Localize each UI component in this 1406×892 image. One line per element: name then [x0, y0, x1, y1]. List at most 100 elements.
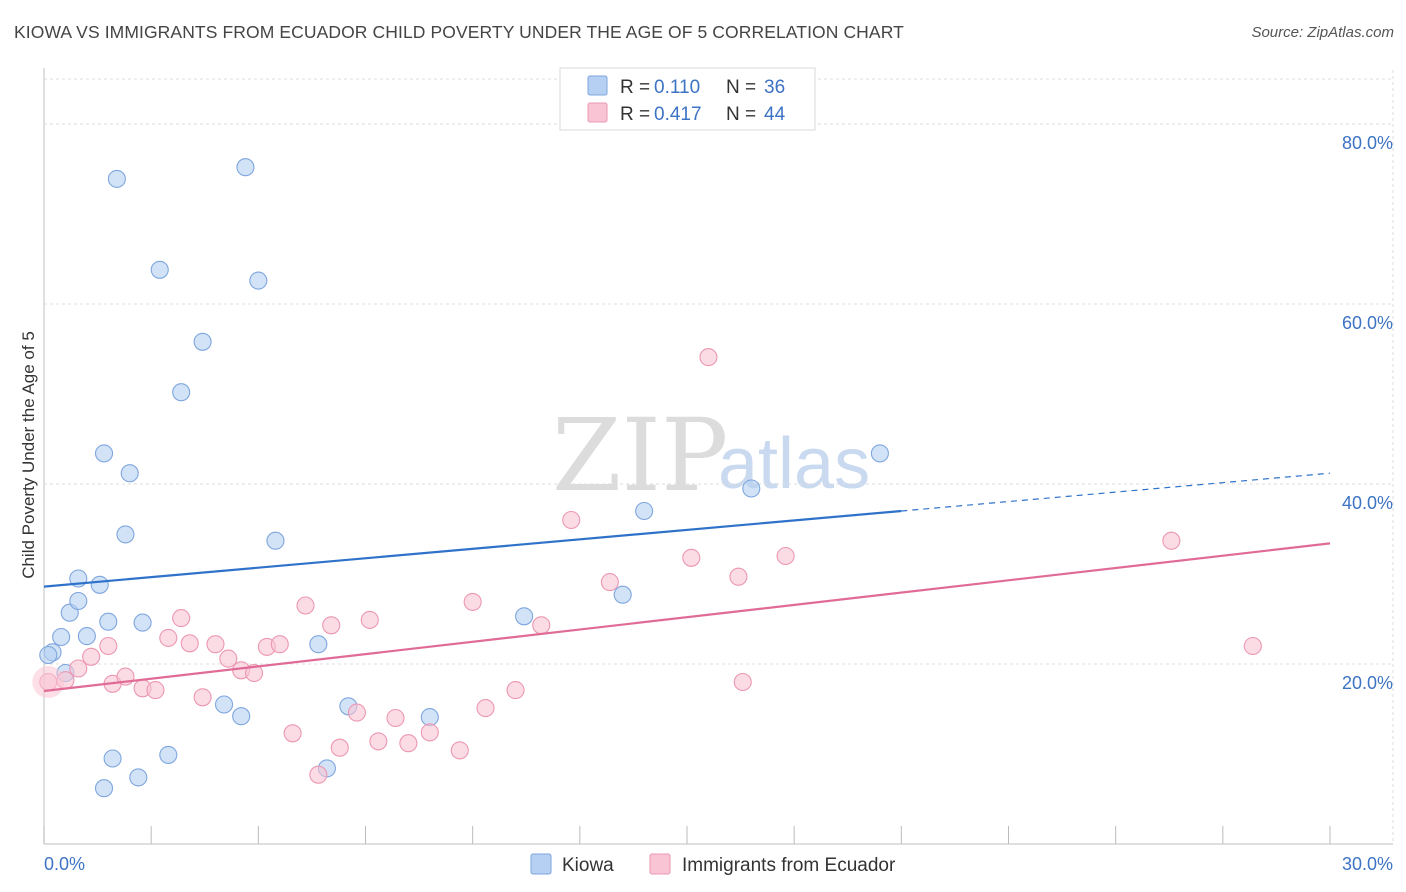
ecuador-point [729, 567, 748, 586]
ecuador-point [420, 723, 439, 742]
ecuador-point [1162, 531, 1181, 550]
ecuador-point [172, 609, 191, 628]
ecuador-point [180, 634, 199, 653]
kiowa-point [107, 169, 126, 188]
ecuador-point [99, 636, 118, 656]
kiowa-point [129, 768, 148, 787]
kiowa-trend-line-extension [901, 472, 1331, 512]
kiowa-point [232, 707, 251, 726]
ecuador-point [450, 741, 469, 760]
kiowa-point [116, 525, 135, 544]
kiowa-point [742, 479, 761, 498]
x-ticks [43, 826, 1331, 844]
legend-n-value-kiowa: 36 [764, 77, 785, 98]
ecuador-point [776, 546, 795, 566]
bottom-legend: Kiowa Immigrants from Ecuador [530, 853, 896, 876]
watermark: ZIP atlas [552, 397, 870, 514]
y-tick-label: 20.0% [1342, 673, 1393, 693]
y-axis-title: Child Poverty Under the Age of 5 [19, 331, 38, 579]
kiowa-point [249, 271, 268, 290]
ecuador-point [562, 510, 581, 530]
ecuador-point [386, 708, 405, 728]
ecuador-trend-line [43, 542, 1331, 693]
kiowa-point [94, 444, 114, 463]
kiowa-point [120, 464, 139, 483]
chart-source: Source: ZipAtlas.com [1251, 24, 1394, 41]
ecuador-point [82, 647, 101, 666]
ecuador-point [219, 649, 238, 668]
kiowa-point [69, 591, 88, 611]
watermark-zip: ZIP [552, 397, 728, 514]
kiowa-point [193, 332, 212, 351]
kiowa-trend-line [43, 509, 902, 588]
kiowa-point [103, 749, 122, 768]
y-tick-label: 60.0% [1342, 313, 1393, 333]
chart-title: KIOWA VS IMMIGRANTS FROM ECUADOR CHILD P… [14, 22, 904, 42]
ecuador-point [283, 724, 302, 743]
ecuador-point [682, 548, 701, 567]
kiowa-point [52, 627, 71, 647]
ecuador-point [69, 659, 88, 678]
ecuador-point-large [32, 666, 65, 698]
kiowa-point [236, 158, 255, 177]
ecuador-point [733, 672, 752, 692]
ecuador-point [159, 628, 178, 647]
legend-n-value-ecuador: 44 [764, 104, 786, 125]
ecuador-point [699, 348, 718, 367]
bottom-legend-label-kiowa: Kiowa [562, 855, 614, 876]
ecuador-point [296, 596, 315, 615]
y-tick-label: 40.0% [1342, 493, 1393, 513]
kiowa-point [39, 645, 58, 665]
legend-swatch-ecuador [587, 102, 608, 123]
kiowa-point [90, 575, 109, 594]
kiowa-point [133, 613, 152, 632]
ecuador-point [360, 610, 379, 629]
kiowa-point [150, 260, 169, 279]
kiowa-point [266, 531, 285, 550]
legend-n-label-ecuador: N = [726, 104, 756, 125]
kiowa-point [309, 635, 328, 654]
ecuador-point [309, 765, 328, 784]
x-tick-label-end: 30.0% [1342, 854, 1393, 874]
ecuador-point [244, 663, 264, 683]
kiowa-point [94, 779, 114, 798]
watermark-atlas: atlas [718, 424, 870, 504]
kiowa-point [77, 627, 96, 646]
kiowa-point [172, 383, 191, 402]
kiowa-point [870, 444, 889, 463]
kiowa-point [214, 695, 234, 714]
kiowa-point [420, 708, 439, 727]
bottom-legend-swatch-kiowa [530, 853, 552, 875]
kiowa-point [159, 745, 178, 764]
top-legend: R = 0.110 N = 36 R = 0.417 N = 44 [559, 67, 816, 131]
ecuador-point [322, 616, 341, 635]
ecuador-point [193, 688, 212, 707]
ecuador-point [506, 681, 525, 700]
ecuador-point [206, 635, 225, 654]
ecuador-point [600, 573, 619, 592]
ecuador-point [399, 734, 418, 753]
legend-n-label-kiowa: N = [726, 77, 756, 98]
x-tick-label-start: 0.0% [44, 854, 85, 874]
series-ecuador-points [32, 348, 1262, 784]
ecuador-point [146, 681, 165, 700]
bottom-legend-label-ecuador: Immigrants from Ecuador [682, 855, 896, 876]
legend-r-value-kiowa: 0.110 [654, 77, 700, 98]
legend-r-label-ecuador: R = [620, 104, 650, 125]
ecuador-point [463, 592, 482, 611]
legend-r-value-ecuador: 0.417 [654, 104, 702, 125]
kiowa-point [635, 501, 654, 521]
x-tick-labels: 0.0% 30.0% [44, 854, 1393, 874]
axes [43, 68, 1393, 845]
ecuador-point [369, 732, 388, 751]
y-tick-label: 80.0% [1342, 133, 1393, 153]
trend-lines [43, 472, 1331, 693]
kiowa-point [613, 585, 632, 604]
legend-swatch-kiowa [587, 75, 608, 96]
ecuador-point [476, 699, 495, 718]
ecuador-point [330, 738, 349, 757]
ecuador-point [532, 616, 551, 635]
bottom-legend-swatch-ecuador [649, 853, 671, 875]
series-kiowa-points [39, 158, 889, 798]
